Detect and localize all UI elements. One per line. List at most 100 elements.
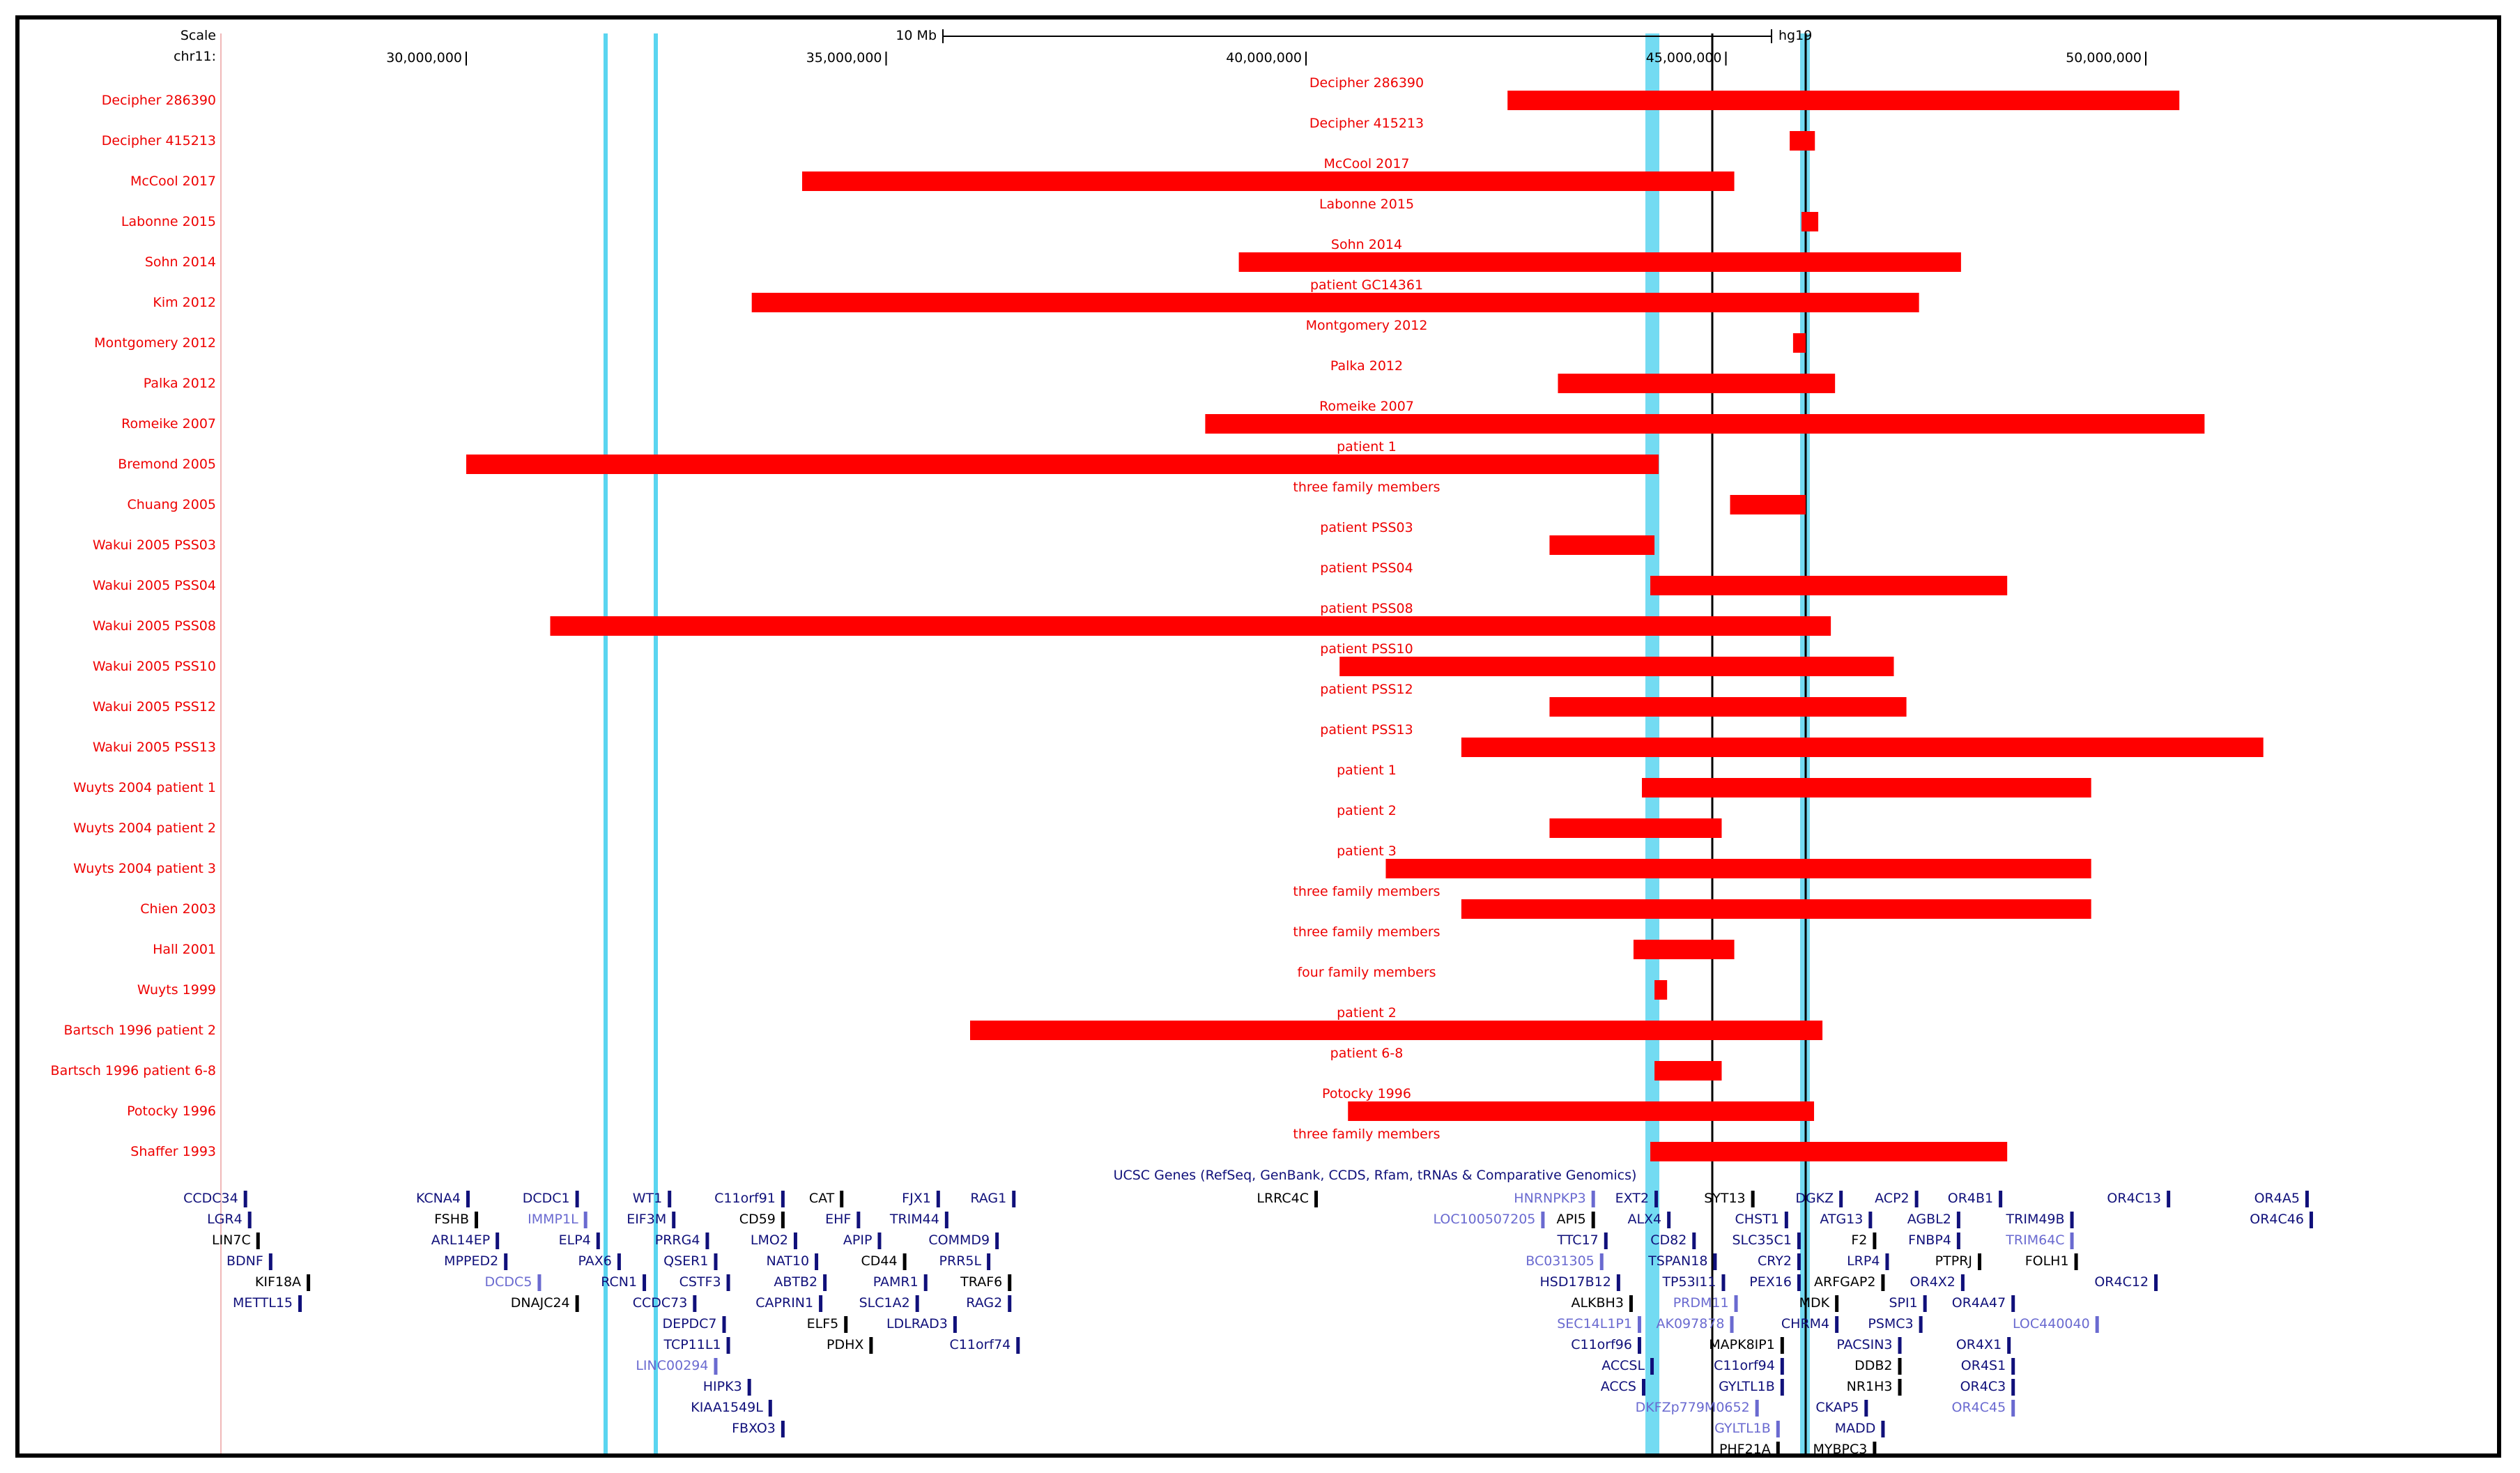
gene-label[interactable]: SLC35C1 bbox=[1732, 1232, 1791, 1248]
gene-label[interactable]: TSPAN18 bbox=[1647, 1253, 1707, 1269]
cnv-bar[interactable] bbox=[751, 293, 1919, 312]
cnv-bar[interactable] bbox=[1385, 859, 2091, 878]
track-left-label[interactable]: Wakui 2005 PSS13 bbox=[93, 740, 216, 755]
gene-label[interactable]: PDHX bbox=[827, 1337, 863, 1352]
gene-label[interactable]: RCN1 bbox=[601, 1274, 637, 1290]
track-left-label[interactable]: Wuyts 2004 patient 3 bbox=[73, 861, 216, 876]
gene-label[interactable]: PEX16 bbox=[1749, 1274, 1792, 1290]
track-left-label[interactable]: Romeike 2007 bbox=[121, 416, 216, 432]
gene-label[interactable]: OR4C3 bbox=[1960, 1379, 2006, 1394]
gene-label[interactable]: PACSIN3 bbox=[1836, 1337, 1892, 1352]
gene-glyph[interactable] bbox=[575, 1295, 579, 1312]
gene-label[interactable]: RAG1 bbox=[970, 1191, 1006, 1206]
gene-label[interactable]: KIF18A bbox=[255, 1274, 301, 1290]
cnv-bar[interactable] bbox=[1339, 657, 1894, 676]
gene-label[interactable]: PRR5L bbox=[939, 1253, 982, 1269]
gene-glyph[interactable] bbox=[1734, 1295, 1738, 1312]
gene-label[interactable]: COMMD9 bbox=[928, 1232, 990, 1248]
gene-label[interactable]: OR4X1 bbox=[1956, 1337, 2002, 1352]
gene-glyph[interactable] bbox=[1642, 1379, 1645, 1396]
gene-label[interactable]: APIP bbox=[843, 1232, 873, 1248]
gene-glyph[interactable] bbox=[247, 1212, 252, 1228]
cnv-bar[interactable] bbox=[1549, 818, 1722, 838]
track-left-label[interactable]: Bartsch 1996 patient 6-8 bbox=[51, 1063, 216, 1078]
gene-glyph[interactable] bbox=[781, 1191, 785, 1207]
cnv-bar[interactable] bbox=[1654, 980, 1668, 1000]
gene-glyph[interactable] bbox=[856, 1212, 861, 1228]
gene-glyph[interactable] bbox=[466, 1191, 470, 1207]
gene-label[interactable]: OR4X2 bbox=[1910, 1274, 1956, 1290]
gene-label[interactable]: OR4B1 bbox=[1948, 1191, 1993, 1206]
gene-glyph[interactable] bbox=[2011, 1295, 2015, 1312]
gene-label[interactable]: AGBL2 bbox=[1907, 1212, 1951, 1227]
gene-glyph[interactable] bbox=[2154, 1274, 2158, 1291]
gene-label[interactable]: METTL15 bbox=[233, 1295, 293, 1311]
cnv-bar[interactable] bbox=[1642, 778, 2091, 797]
gene-label[interactable]: LMO2 bbox=[751, 1232, 788, 1248]
cnv-bar[interactable] bbox=[1650, 1142, 2008, 1161]
gene-label[interactable]: C11orf74 bbox=[950, 1337, 1011, 1352]
gene-glyph[interactable] bbox=[575, 1191, 579, 1207]
gene-label[interactable]: OR4C13 bbox=[2107, 1191, 2161, 1206]
gene-label[interactable]: DNAJC24 bbox=[511, 1295, 570, 1311]
gene-label[interactable]: PAX6 bbox=[578, 1253, 612, 1269]
gene-label[interactable]: ARFGAP2 bbox=[1814, 1274, 1875, 1290]
gene-glyph[interactable] bbox=[504, 1253, 508, 1270]
gene-glyph[interactable] bbox=[1898, 1358, 1902, 1375]
gene-glyph[interactable] bbox=[2011, 1379, 2015, 1396]
gene-label[interactable]: NAT10 bbox=[767, 1253, 810, 1269]
gene-label[interactable]: FBXO3 bbox=[732, 1421, 776, 1436]
gene-label[interactable]: ACCS bbox=[1601, 1379, 1636, 1394]
gene-glyph[interactable] bbox=[1839, 1191, 1843, 1207]
gene-label[interactable]: DGKZ bbox=[1795, 1191, 1834, 1206]
gene-glyph[interactable] bbox=[1667, 1212, 1671, 1228]
cnv-bar[interactable] bbox=[1549, 697, 1907, 717]
gene-glyph[interactable] bbox=[1999, 1191, 2003, 1207]
gene-label[interactable]: OR4C46 bbox=[2250, 1212, 2304, 1227]
gene-label[interactable]: OR4C12 bbox=[2094, 1274, 2149, 1290]
gene-label[interactable]: NR1H3 bbox=[1847, 1379, 1893, 1394]
gene-label[interactable]: CD44 bbox=[861, 1253, 898, 1269]
gene-glyph[interactable] bbox=[2095, 1316, 2099, 1333]
gene-glyph[interactable] bbox=[1780, 1358, 1784, 1375]
gene-glyph[interactable] bbox=[2011, 1358, 2015, 1375]
track-left-label[interactable]: Shaffer 1993 bbox=[130, 1144, 216, 1159]
gene-glyph[interactable] bbox=[1898, 1337, 1902, 1354]
gene-glyph[interactable] bbox=[1755, 1400, 1759, 1417]
gene-glyph[interactable] bbox=[1637, 1316, 1641, 1333]
track-left-label[interactable]: Wakui 2005 PSS08 bbox=[93, 618, 216, 634]
cnv-bar[interactable] bbox=[1461, 738, 2264, 757]
gene-label[interactable]: API5 bbox=[1557, 1212, 1586, 1227]
cnv-bar[interactable] bbox=[1461, 899, 2091, 919]
gene-label[interactable]: TCP11L1 bbox=[663, 1337, 721, 1352]
gene-label[interactable]: AK097878 bbox=[1657, 1316, 1725, 1331]
gene-label[interactable]: TRIM64C bbox=[2005, 1232, 2064, 1248]
gene-label[interactable]: LOC100507205 bbox=[1433, 1212, 1535, 1227]
gene-glyph[interactable] bbox=[256, 1232, 260, 1249]
gene-glyph[interactable] bbox=[298, 1295, 302, 1312]
gene-label[interactable]: LIN7C bbox=[212, 1232, 251, 1248]
cnv-bar[interactable] bbox=[1507, 91, 2180, 110]
gene-glyph[interactable] bbox=[1898, 1379, 1902, 1396]
gene-label[interactable]: TTC17 bbox=[1557, 1232, 1599, 1248]
gene-glyph[interactable] bbox=[537, 1274, 541, 1291]
gene-glyph[interactable] bbox=[1654, 1191, 1659, 1207]
gene-glyph[interactable] bbox=[1616, 1274, 1620, 1291]
gene-label[interactable]: HSD17B12 bbox=[1539, 1274, 1611, 1290]
gene-glyph[interactable] bbox=[705, 1232, 709, 1249]
gene-label[interactable]: PHF21A bbox=[1719, 1442, 1771, 1453]
gene-label[interactable]: KCNA4 bbox=[416, 1191, 461, 1206]
gene-label[interactable]: DCDC1 bbox=[523, 1191, 570, 1206]
gene-label[interactable]: IMMP1L bbox=[528, 1212, 578, 1227]
gene-glyph[interactable] bbox=[815, 1253, 819, 1270]
gene-glyph[interactable] bbox=[1008, 1274, 1012, 1291]
gene-glyph[interactable] bbox=[307, 1274, 311, 1291]
track-left-label[interactable]: Wakui 2005 PSS12 bbox=[93, 699, 216, 715]
gene-glyph[interactable] bbox=[781, 1421, 785, 1437]
gene-label[interactable]: MYBPC3 bbox=[1813, 1442, 1868, 1453]
gene-glyph[interactable] bbox=[2070, 1212, 2074, 1228]
track-left-label[interactable]: Palka 2012 bbox=[144, 376, 216, 391]
gene-glyph[interactable] bbox=[953, 1316, 957, 1333]
gene-glyph[interactable] bbox=[2011, 1400, 2015, 1417]
gene-glyph[interactable] bbox=[823, 1274, 827, 1291]
